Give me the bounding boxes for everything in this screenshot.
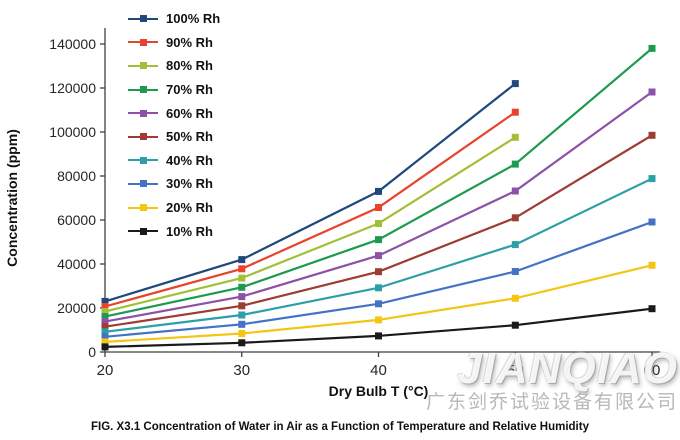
legend-item: 70% Rh [128,78,220,102]
legend-item-label: 80% Rh [166,58,213,74]
data-point-marker [238,311,246,319]
legend-marker-icon [128,61,158,70]
y-axis-title: Concentration (ppm) [4,129,20,267]
legend-marker-icon [128,132,158,141]
y-tick-label: 80000 [57,168,96,184]
legend-item-label: 20% Rh [166,200,213,216]
data-point-marker [511,108,519,116]
legend-item: 60% Rh [128,101,220,125]
y-tick-label: 0 [88,344,96,360]
data-point-marker [511,214,519,222]
x-axis-title: Dry Bulb T (°C) [329,383,429,399]
data-point-marker [238,265,246,273]
data-point-marker [511,294,519,302]
series-line [104,82,516,303]
data-point-marker [238,274,246,282]
data-point-marker [101,297,109,305]
chart-plot-area: 0 20000 40000 60000 80000 100000 120000 140000 2… [4,28,661,399]
data-point-marker [238,283,246,291]
data-point-marker [375,187,382,195]
data-point-marker [238,330,246,337]
x-tick-label: 20 [97,362,114,379]
data-point-marker [375,268,382,276]
data-point-marker [511,133,519,141]
y-tick-label: 120000 [49,80,96,96]
data-point-marker [375,252,382,260]
data-point-marker [375,220,382,227]
data-point-marker [238,302,246,310]
x-tick-label: 60 [644,362,661,379]
x-tick-label: 40 [370,362,387,379]
legend-marker-icon [128,85,158,94]
legend-marker-icon [128,109,158,118]
legend-item-label: 100% Rh [166,11,221,27]
y-tick-label: 20000 [57,300,96,316]
data-point-marker [648,131,656,139]
legend-item-label: 40% Rh [166,152,213,168]
data-point-marker [101,343,109,351]
figure-caption: FIG. X3.1 Concentration of Water in Air … [91,421,589,433]
chart-legend: 100% Rh 90% Rh 80% Rh 70% Rh 60% Rh 50% Rh 40%… [128,7,220,243]
legend-item-label: 70% Rh [166,82,213,98]
legend-marker-icon [128,38,158,47]
data-point-marker [101,303,109,310]
x-tick-label: 30 [233,362,250,379]
y-tick-label: 140000 [49,36,96,52]
y-tick-label: 60000 [57,212,96,228]
legend-item-label: 50% Rh [166,129,213,145]
data-point-marker [375,332,382,340]
data-point-marker [511,160,519,168]
legend-item-label: 60% Rh [166,105,213,121]
series-line [104,111,516,308]
legend-marker-icon [128,179,158,188]
data-point-marker [511,268,519,275]
legend-marker-icon [128,14,158,23]
legend-item: 30% Rh [128,172,220,196]
legend-marker-icon [128,227,158,236]
legend-item-label: 30% Rh [166,176,213,192]
legend-item: 40% Rh [128,149,220,173]
data-point-marker [101,313,109,321]
data-point-marker [238,293,246,301]
x-tick-label: 50 [507,362,524,379]
data-point-marker [511,80,519,88]
legend-marker-icon [128,203,158,212]
legend-item: 20% Rh [128,196,220,220]
data-point-marker [375,204,382,211]
legend-item: 80% Rh [128,54,220,78]
data-point-marker [101,338,109,346]
y-tick-label: 100000 [49,124,96,140]
data-point-marker [648,261,656,269]
data-point-marker [375,236,382,244]
legend-item: 10% Rh [128,219,220,243]
data-point-marker [375,300,382,308]
legend-item: 90% Rh [128,31,220,55]
data-point-marker [101,318,109,326]
data-point-marker [511,187,519,195]
data-point-marker [238,256,246,264]
data-point-marker [648,305,656,313]
data-point-marker [648,175,656,183]
data-point-marker [511,241,519,249]
series-line [104,136,516,313]
data-point-marker [238,339,246,347]
data-point-marker [375,284,382,292]
legend-item: 100% Rh [128,7,220,31]
legend-marker-icon [128,156,158,165]
legend-item: 50% Rh [128,125,220,149]
data-point-marker [101,333,109,341]
data-point-marker [101,308,109,315]
y-tick-label: 40000 [57,256,96,272]
data-point-marker [101,323,109,331]
data-point-marker [511,321,519,329]
data-point-marker [375,316,382,324]
data-point-marker [648,218,656,226]
data-point-marker [648,44,656,52]
data-point-marker [101,328,109,336]
data-point-marker [238,320,246,328]
data-point-marker [648,88,656,96]
legend-item-label: 10% Rh [166,223,213,239]
legend-item-label: 90% Rh [166,34,213,50]
